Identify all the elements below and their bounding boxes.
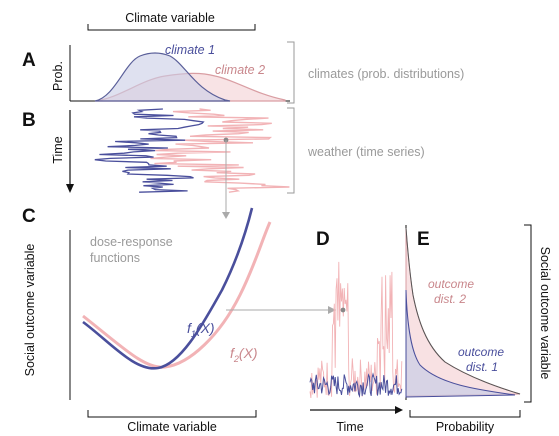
outcome-dist-2-label-line2: dist. 2 <box>434 292 466 306</box>
f2-label: f2(X) <box>230 345 258 364</box>
panel-d-xlabel: Time <box>336 420 363 434</box>
connector-c-to-d-arrowhead <box>328 306 336 314</box>
panel-e-right-ylabel: Social outcome variable <box>538 247 552 380</box>
panel-e-xlabel: Probability <box>436 420 495 434</box>
panel-letter-a: A <box>22 50 36 71</box>
dose-response-curve-f2 <box>82 221 272 369</box>
outcome-trace <box>309 372 403 398</box>
f1-label: f1(X) <box>187 320 215 339</box>
outcome-sample-dot <box>340 307 346 313</box>
connector-b-to-c-arrowhead <box>222 212 230 219</box>
panel-letter-c: C <box>22 206 36 227</box>
outcome-dist-1-label-line2: dist. 1 <box>466 360 498 374</box>
panel-a-bracket-label: climates (prob. distributions) <box>308 67 464 81</box>
panel-e-x-bracket <box>409 410 521 418</box>
top-axis-label: Climate variable <box>125 11 215 25</box>
weather-trace <box>94 108 205 193</box>
climate-1-label: climate 1 <box>165 43 215 57</box>
panel-d-time-arrowhead <box>395 406 403 414</box>
panel-a-bracket <box>287 41 295 104</box>
panel-b-time-arrowhead <box>66 184 74 193</box>
panel-b-bracket-label: weather (time series) <box>307 145 425 159</box>
top-axis-bracket <box>87 24 256 31</box>
dose-response-annotation-line1: dose-response <box>90 235 173 249</box>
climate-1-distribution <box>94 52 231 102</box>
climate-2-label: climate 2 <box>215 63 265 77</box>
panel-b-ylabel: Time <box>51 136 65 163</box>
outcome-distribution-1 <box>405 289 516 398</box>
dose-response-annotation-line2: functions <box>90 251 140 265</box>
outcome-time-series <box>309 261 403 399</box>
dose-response-curve-f1 <box>82 207 254 370</box>
panel-letter-b: B <box>22 110 36 131</box>
panel-letter-e: E <box>417 229 430 250</box>
panel-e-right-bracket <box>524 224 532 403</box>
outcome-dist-2-label-line1: outcome <box>428 277 474 291</box>
panel-c-ylabel: Social outcome variable <box>23 244 37 377</box>
outcome-distribution-2-outline <box>405 227 521 395</box>
panel-letter-d: D <box>316 229 330 250</box>
weather-time-series <box>94 108 290 193</box>
panel-c-x-bracket <box>87 410 257 418</box>
panel-b-bracket <box>287 107 295 194</box>
panel-a-ylabel: Prob. <box>51 61 65 91</box>
weather-trace <box>150 108 290 193</box>
panel-c-xlabel: Climate variable <box>127 420 217 434</box>
outcome-dist-1-label-line1: outcome <box>458 345 504 359</box>
